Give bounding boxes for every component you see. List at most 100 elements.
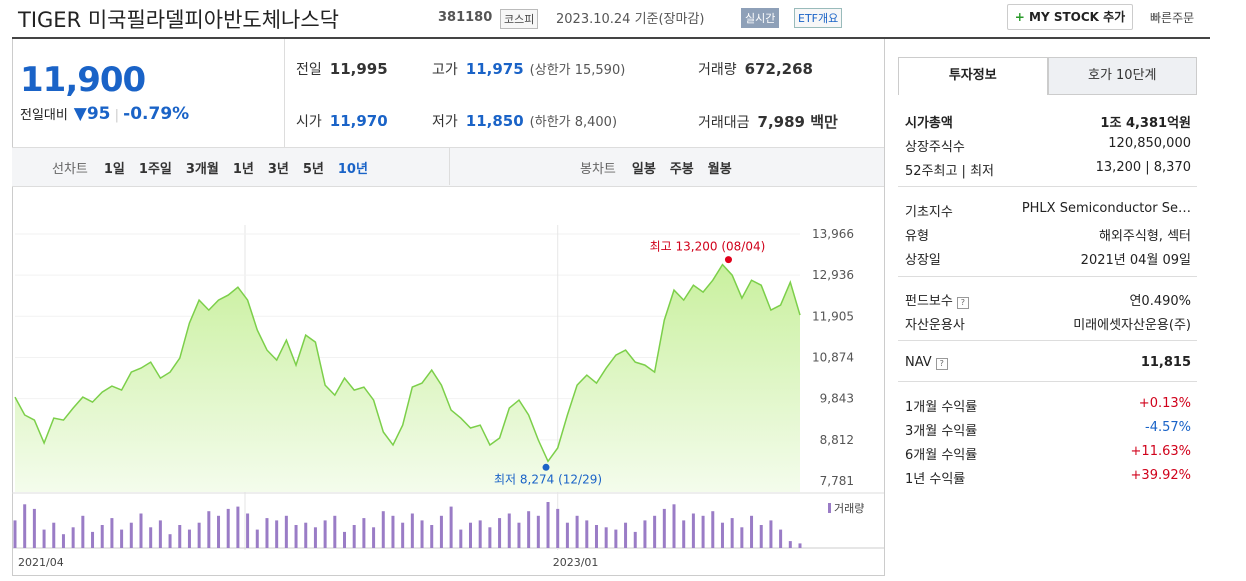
volume-bar bbox=[439, 515, 443, 548]
volume-bar bbox=[614, 529, 618, 548]
x-tick-label: 2023/01 bbox=[553, 556, 599, 569]
volume-bar bbox=[139, 513, 143, 548]
volume-bar bbox=[517, 522, 521, 548]
current-price: 11,900 bbox=[20, 60, 146, 100]
quote-high: 고가 11,975 (상한가 15,590) bbox=[432, 59, 625, 79]
tab-info[interactable]: 투자정보 bbox=[898, 57, 1048, 95]
value: 11,995 bbox=[329, 60, 388, 78]
volume-bar bbox=[207, 511, 211, 548]
volume-bar bbox=[13, 520, 17, 548]
volume-bar bbox=[488, 527, 492, 548]
volume-bar bbox=[246, 513, 250, 548]
volume-bar bbox=[410, 513, 414, 548]
label: 기초지수 bbox=[905, 205, 953, 220]
title: TIGER 미국필라델피아반도체나스닥 bbox=[18, 8, 339, 32]
volume-bar bbox=[362, 518, 366, 548]
value: +11.63% bbox=[1130, 444, 1191, 459]
change-label: 전일대비 bbox=[20, 108, 68, 123]
volume-bar bbox=[565, 522, 569, 548]
y-tick-label: 9,843 bbox=[820, 392, 854, 406]
period-tab[interactable]: 3년 bbox=[267, 162, 289, 177]
market: 코스피 bbox=[500, 9, 539, 29]
value: 미래에셋자산운용(주) bbox=[1073, 318, 1191, 333]
divider bbox=[449, 147, 450, 185]
volume-bar bbox=[546, 502, 550, 548]
label: 1년 수익률 bbox=[905, 472, 966, 487]
volume-bar bbox=[594, 525, 598, 548]
volume-bar bbox=[682, 520, 686, 548]
volume-bar bbox=[197, 522, 201, 548]
period-tab[interactable]: 10년 bbox=[337, 162, 368, 177]
volume-bar bbox=[372, 527, 376, 548]
volume-bar bbox=[23, 504, 27, 548]
tab-label: 선차트 bbox=[52, 162, 88, 177]
etf-overview[interactable]: ETF개요 bbox=[794, 8, 843, 28]
candle-tab[interactable]: 주봉 bbox=[669, 162, 694, 177]
label: 상장주식수 bbox=[905, 140, 965, 155]
volume-bar bbox=[788, 541, 792, 548]
quote-low: 저가 11,850 (하한가 8,400) bbox=[432, 111, 617, 131]
value: 11,815 bbox=[1140, 355, 1191, 370]
volume-bar bbox=[178, 525, 182, 548]
date: 2023.10.24 기준(장마감) bbox=[556, 12, 705, 27]
period-tab[interactable]: 1일 bbox=[103, 162, 125, 177]
high-point bbox=[724, 256, 732, 264]
volume-bar bbox=[750, 515, 754, 548]
return-row: 3개월 수익률 -4.57% bbox=[905, 420, 1191, 439]
period-tab[interactable]: 5년 bbox=[302, 162, 324, 177]
value: PHLX Semiconductor Se… bbox=[1021, 201, 1191, 216]
volume-bar bbox=[527, 511, 531, 548]
value: 11,970 bbox=[329, 112, 388, 130]
volume-bar bbox=[217, 515, 221, 548]
label: 1개월 수익률 bbox=[905, 400, 978, 415]
value: +39.92% bbox=[1130, 468, 1191, 483]
area bbox=[15, 264, 800, 492]
label: 상장일 bbox=[905, 253, 941, 268]
chart: 13,966 12,936 11,905 10,874 9,843 8,812 7,781 2… bbox=[12, 225, 884, 569]
volume-bar bbox=[323, 520, 327, 548]
y-tick-label: 10,874 bbox=[812, 350, 854, 364]
sep bbox=[898, 276, 1197, 277]
volume-bar bbox=[352, 525, 356, 548]
volume-bar bbox=[624, 522, 628, 548]
quote-prev: 전일 11,995 bbox=[296, 59, 388, 79]
tab-label: 봉차트 bbox=[580, 162, 616, 177]
volume-bar bbox=[275, 520, 279, 548]
candle-tab[interactable]: 월봉 bbox=[707, 162, 732, 177]
volume-bar bbox=[343, 531, 347, 548]
candle-tab[interactable]: 일봉 bbox=[631, 162, 656, 177]
period-tab[interactable]: 3개월 bbox=[185, 162, 219, 177]
volume-bar bbox=[61, 534, 65, 548]
volume-bar bbox=[333, 515, 337, 548]
side-tabs: 투자정보 호가 10단계 bbox=[898, 57, 1197, 95]
value: +0.13% bbox=[1138, 396, 1191, 411]
y-tick-label: 12,936 bbox=[812, 268, 854, 282]
legend-swatch bbox=[828, 503, 831, 513]
label: 거래대금 bbox=[698, 115, 750, 131]
volume-bar bbox=[187, 529, 191, 548]
volume-bar bbox=[52, 522, 56, 548]
value: 연0.490% bbox=[1129, 294, 1191, 309]
high-label: 최고 13,200 (08/04) bbox=[650, 240, 766, 254]
realtime[interactable]: 실시간 bbox=[741, 8, 780, 28]
period-tab[interactable]: 1년 bbox=[232, 162, 254, 177]
top-rule bbox=[12, 37, 1210, 39]
volume-bar bbox=[255, 529, 259, 548]
x-tick-label: 2021/04 bbox=[18, 556, 64, 569]
tab-orderbook[interactable]: 호가 10단계 bbox=[1047, 57, 1197, 95]
volume-bar bbox=[149, 527, 153, 548]
period-tab[interactable]: 1주일 bbox=[138, 162, 172, 177]
quick-order[interactable]: 빠른주문 bbox=[1150, 11, 1195, 25]
volume-bar bbox=[401, 522, 405, 548]
legend-label: 거래량 bbox=[834, 502, 864, 515]
line bbox=[14, 263, 801, 463]
volume-bar bbox=[294, 525, 298, 548]
volume-bar bbox=[91, 531, 95, 548]
change-row: 전일대비 ▼95 | -0.79% bbox=[20, 104, 190, 124]
label: NAV bbox=[905, 355, 932, 370]
quote-volume: 거래량 672,268 bbox=[698, 59, 813, 79]
value: 7,989 백만 bbox=[757, 113, 838, 131]
label: 시가총액 bbox=[905, 116, 953, 131]
volume-bar bbox=[759, 525, 763, 548]
mystock-button[interactable]: + MY STOCK 추가 bbox=[1007, 4, 1133, 30]
